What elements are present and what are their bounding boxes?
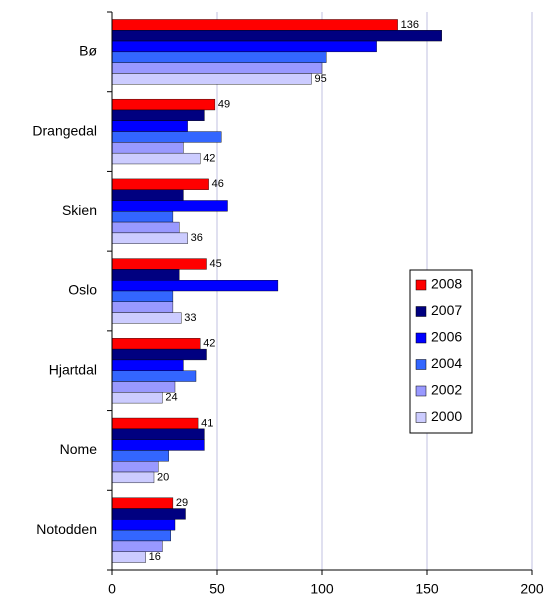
bar [111, 109, 205, 121]
bar [111, 290, 174, 303]
bar [111, 221, 180, 234]
legend-label: 2008 [431, 276, 462, 292]
bar [111, 338, 201, 350]
bar [111, 120, 188, 132]
value-label: 16 [149, 551, 161, 563]
legend-box [409, 269, 473, 434]
bar [111, 131, 222, 143]
legend-label: 2006 [431, 329, 462, 345]
value-label: 49 [218, 98, 230, 110]
y-tick-label: Oslo [68, 282, 97, 298]
value-label: 24 [165, 392, 177, 404]
bar [111, 461, 159, 473]
bar [111, 508, 186, 520]
bar [111, 359, 184, 371]
legend-swatch [415, 385, 427, 397]
y-tick-label: Bø [79, 43, 97, 59]
bar [111, 73, 312, 85]
bar [111, 519, 176, 531]
x-tick-label: 100 [310, 581, 334, 597]
y-tick-label: Notodden [36, 521, 97, 537]
bar [111, 497, 174, 509]
bar [111, 417, 199, 430]
x-tick-label: 0 [108, 581, 116, 597]
value-label: 29 [176, 497, 188, 509]
bar [111, 30, 442, 42]
bar [111, 51, 327, 63]
bar [111, 439, 205, 451]
bar [111, 178, 209, 190]
bar [111, 40, 377, 53]
value-label: 42 [203, 152, 215, 164]
value-label: 36 [191, 232, 203, 244]
y-tick-label: Skien [62, 202, 97, 218]
y-tick-label: Drangedal [32, 122, 97, 138]
bar [111, 428, 205, 440]
legend-swatch [415, 359, 427, 370]
value-label: 20 [157, 471, 169, 483]
x-tick-label: 200 [520, 581, 544, 597]
value-label: 33 [184, 312, 196, 324]
bar [111, 232, 188, 244]
bar [111, 450, 169, 462]
bar [111, 529, 171, 542]
bar [111, 189, 184, 201]
legend-label: 2004 [431, 355, 462, 371]
bar [111, 152, 201, 165]
bar [111, 211, 174, 223]
bar [111, 312, 182, 324]
y-tick-label: Nome [60, 441, 98, 457]
bar [111, 348, 207, 361]
bar [111, 98, 216, 111]
bar [111, 19, 398, 31]
bar [111, 370, 197, 382]
value-label: 45 [210, 258, 222, 270]
bar [111, 301, 174, 313]
bar [111, 392, 163, 404]
legend-label: 2000 [431, 408, 462, 424]
legend-swatch [415, 412, 427, 423]
legend-swatch [415, 279, 427, 291]
value-label: 95 [315, 73, 327, 85]
bar [111, 280, 279, 292]
legend-swatch [415, 332, 427, 344]
legend-label: 2002 [431, 382, 462, 398]
value-label: 41 [201, 417, 213, 429]
value-label: 136 [401, 19, 419, 31]
y-tick-label: Hjartdal [49, 361, 97, 377]
value-label: 46 [212, 178, 224, 190]
bar [111, 142, 184, 154]
x-tick-label: 50 [209, 581, 225, 597]
bar [111, 269, 180, 281]
bar [111, 258, 207, 270]
x-tick-label: 150 [415, 581, 439, 597]
bar [111, 62, 323, 74]
bar [111, 551, 146, 563]
legend-label: 2007 [431, 302, 462, 318]
value-label: 42 [203, 338, 215, 350]
bar [111, 471, 155, 484]
legend-swatch [415, 306, 427, 317]
bar [111, 200, 228, 212]
